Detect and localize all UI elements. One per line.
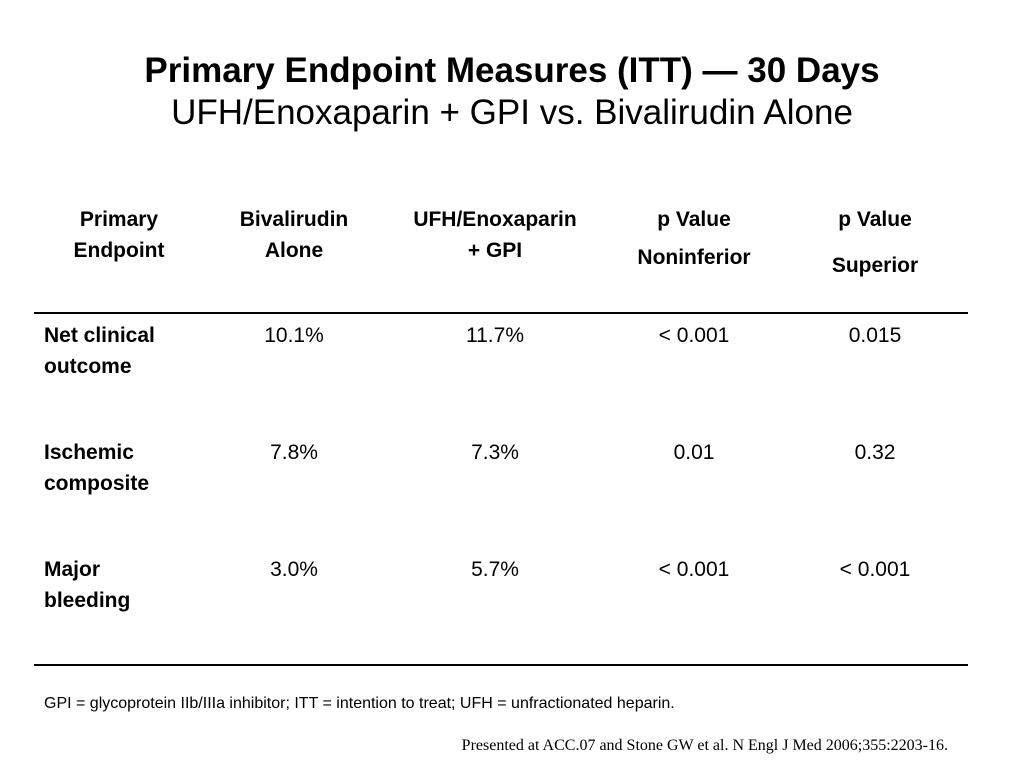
footnote: GPI = glycoprotein IIb/IIIa inhibitor; I… xyxy=(44,695,675,712)
header-line: UFH/Enoxaparin xyxy=(413,208,577,231)
header-line: Bivalirudin xyxy=(239,208,349,231)
row-label-line: Net clinical xyxy=(44,324,155,347)
header-p-noninferior: p Value Noninferior xyxy=(608,204,780,273)
cell-value: 7.8% xyxy=(270,441,318,464)
row-label-major-bleeding: Major bleeding xyxy=(44,554,130,616)
row-label-line: composite xyxy=(44,472,150,495)
row-label-line: bleeding xyxy=(44,589,131,612)
row-label-line: Ischemic xyxy=(44,441,134,464)
cell-value: 0.32 xyxy=(854,441,896,464)
header-line: p Value xyxy=(657,208,731,231)
title-block: Primary Endpoint Measures (ITT) — 30 Day… xyxy=(0,50,1024,134)
cell-value: < 0.001 xyxy=(658,324,730,347)
slide-subtitle: UFH/Enoxaparin + GPI vs. Bivalirudin Alo… xyxy=(171,93,853,132)
header-p-superior: p Value Superior xyxy=(800,204,950,281)
header-line: Primary xyxy=(79,208,159,231)
header-primary-endpoint: Primary Endpoint xyxy=(44,204,194,266)
header-line: + GPI xyxy=(467,239,523,262)
cell-value: 0.015 xyxy=(848,324,902,347)
table-top-rule xyxy=(34,312,968,314)
header-ufh-enoxaparin: UFH/Enoxaparin + GPI xyxy=(390,204,600,266)
header-line: Alone xyxy=(264,239,324,262)
cell-value: < 0.001 xyxy=(839,558,911,581)
slide-title: Primary Endpoint Measures (ITT) — 30 Day… xyxy=(144,51,880,90)
row-label-ischemic: Ischemic composite xyxy=(44,437,149,499)
row-label-line: Major xyxy=(44,558,101,581)
cell-value: 7.3% xyxy=(471,441,519,464)
table-bottom-rule xyxy=(34,664,968,666)
cell-value: 0.01 xyxy=(673,441,715,464)
header-bivalirudin: Bivalirudin Alone xyxy=(214,204,374,266)
header-line: p Value xyxy=(838,208,912,231)
cell-value: 10.1% xyxy=(264,324,324,347)
row-label-line: outcome xyxy=(44,355,132,378)
header-line: Noninferior xyxy=(637,246,751,269)
header-line: Endpoint xyxy=(73,239,165,262)
header-line: Superior xyxy=(831,254,919,277)
cell-value: < 0.001 xyxy=(658,558,730,581)
citation: Presented at ACC.07 and Stone GW et al. … xyxy=(461,737,948,754)
cell-value: 5.7% xyxy=(471,558,519,581)
row-label-net-clinical: Net clinical outcome xyxy=(44,320,155,382)
cell-value: 11.7% xyxy=(466,324,524,347)
cell-value: 3.0% xyxy=(270,558,318,581)
